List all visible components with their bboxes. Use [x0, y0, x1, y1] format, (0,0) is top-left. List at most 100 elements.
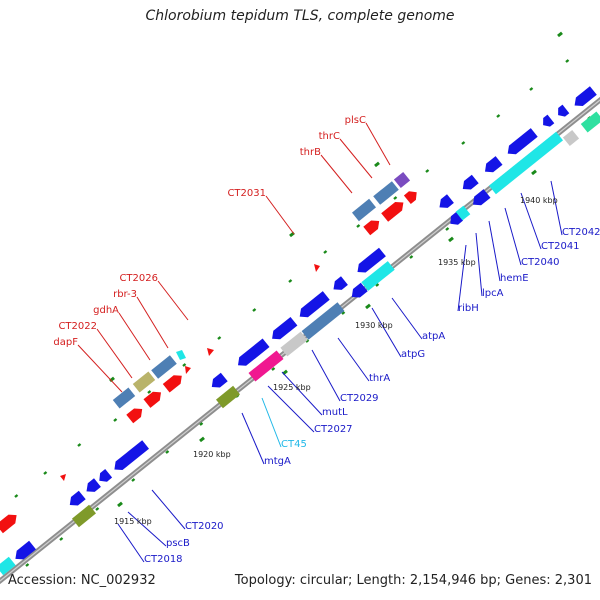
- callout-line: [504, 207, 522, 266]
- gene-label-atpa: atpA: [422, 331, 445, 342]
- gene-feature: [280, 331, 308, 357]
- topology-text: Topology: circular; Length: 2,154,946 bp…: [234, 573, 592, 588]
- scale-label: 1935 kbp: [438, 258, 476, 267]
- tick-mark: [217, 336, 222, 340]
- tick-mark: [323, 250, 328, 254]
- tick-mark: [14, 494, 19, 498]
- gene-label-ct2027: CT2027: [314, 424, 353, 435]
- tick-mark: [393, 196, 398, 200]
- gene-feature: [361, 261, 395, 291]
- gene-feature: [489, 131, 563, 195]
- gene-feature: [185, 366, 191, 374]
- gene-label-ct2040: CT2040: [521, 257, 560, 268]
- tick-mark: [375, 283, 380, 287]
- gene-feature: [439, 194, 454, 208]
- gene-label-ct45: CT45: [281, 439, 307, 450]
- callout-line: [261, 397, 282, 448]
- gene-label-ct2018: CT2018: [144, 554, 183, 565]
- gene-label-rbr-3: rbr-3: [113, 289, 137, 300]
- gene-feature: [238, 338, 270, 366]
- gene-feature: [580, 111, 600, 133]
- callout-line: [157, 280, 189, 321]
- gene-feature: [299, 291, 330, 318]
- callout-line: [371, 307, 402, 358]
- tick-mark: [409, 255, 414, 259]
- gene-feature: [132, 371, 156, 393]
- tick-mark: [252, 308, 257, 312]
- major-tick: [365, 303, 371, 310]
- gene-feature: [357, 247, 386, 273]
- gene-label-gdha: gdhA: [93, 305, 119, 316]
- tick-mark: [131, 478, 136, 482]
- gene-feature: [162, 375, 182, 393]
- tick-mark: [341, 311, 346, 315]
- gene-feature: [473, 189, 491, 206]
- callout-line: [488, 220, 501, 282]
- callout-line: [117, 523, 145, 563]
- gene-features: [0, 86, 600, 576]
- tick-mark: [461, 141, 466, 145]
- gene-feature: [72, 504, 96, 528]
- gene-feature: [314, 264, 320, 272]
- major-tick: [531, 169, 537, 176]
- tick-mark: [25, 563, 30, 567]
- scale-label: 1920 kbp: [193, 450, 231, 459]
- tick-mark: [356, 224, 361, 228]
- gene-feature: [363, 220, 380, 236]
- callout-line: [520, 192, 542, 250]
- callout-line: [265, 195, 295, 235]
- gene-feature: [15, 540, 36, 560]
- major-tick: [448, 236, 454, 243]
- tick-mark: [147, 390, 152, 394]
- gene-feature: [558, 104, 570, 117]
- gene-feature: [114, 440, 149, 470]
- tick-mark: [288, 279, 293, 283]
- tick-mark: [113, 418, 118, 422]
- major-tick: [199, 436, 205, 443]
- tick-mark: [165, 450, 170, 454]
- gene-feature: [216, 385, 240, 409]
- gene-label-dapf: dapF: [53, 337, 78, 348]
- tick-mark: [565, 59, 570, 63]
- callout-line: [281, 371, 323, 416]
- gene-label-ct2031: CT2031: [227, 188, 266, 199]
- major-tick: [557, 31, 563, 38]
- gene-feature: [301, 302, 345, 340]
- accession-text: Accession: NC_002932: [8, 573, 156, 588]
- gene-feature: [574, 86, 597, 106]
- gene-feature: [272, 317, 298, 340]
- scale-label: 1915 kbp: [114, 517, 152, 526]
- gene-feature: [207, 348, 214, 356]
- major-tick: [374, 161, 380, 168]
- callout-line: [475, 232, 483, 297]
- callout-line: [241, 412, 265, 465]
- gene-label-heme: hemE: [500, 273, 529, 284]
- gene-label-mtga: mtgA: [264, 456, 291, 467]
- gene-feature: [69, 490, 86, 506]
- tick-mark: [271, 367, 276, 371]
- tick-mark: [199, 422, 204, 426]
- gene-feature: [248, 350, 284, 382]
- gene-feature: [112, 387, 136, 409]
- gene-feature: [373, 181, 399, 205]
- scale-label: 1930 kbp: [355, 321, 393, 330]
- callout-line: [96, 328, 133, 379]
- gene-feature: [176, 350, 186, 360]
- callout-line: [136, 296, 169, 349]
- callout-line: [118, 312, 151, 361]
- gene-label-ct2020: CT2020: [185, 521, 224, 532]
- gene-label-lpca: lpcA: [482, 288, 504, 299]
- scale-label: 1925 kbp: [273, 383, 311, 392]
- tick-mark: [182, 363, 187, 367]
- gene-feature: [450, 212, 464, 225]
- map-title: Chlorobium tepidum TLS, complete genome: [145, 8, 455, 24]
- gene-feature: [0, 514, 17, 534]
- gene-feature: [352, 198, 376, 222]
- gene-callouts: [77, 122, 563, 563]
- gene-feature: [455, 205, 471, 221]
- tick-mark: [445, 227, 450, 231]
- gene-label-thrb: thrB: [300, 147, 321, 158]
- gene-labels: dapF CT2022 gdhA rbr-3 CT2026 CT2031 thrB thrC p…: [53, 115, 600, 565]
